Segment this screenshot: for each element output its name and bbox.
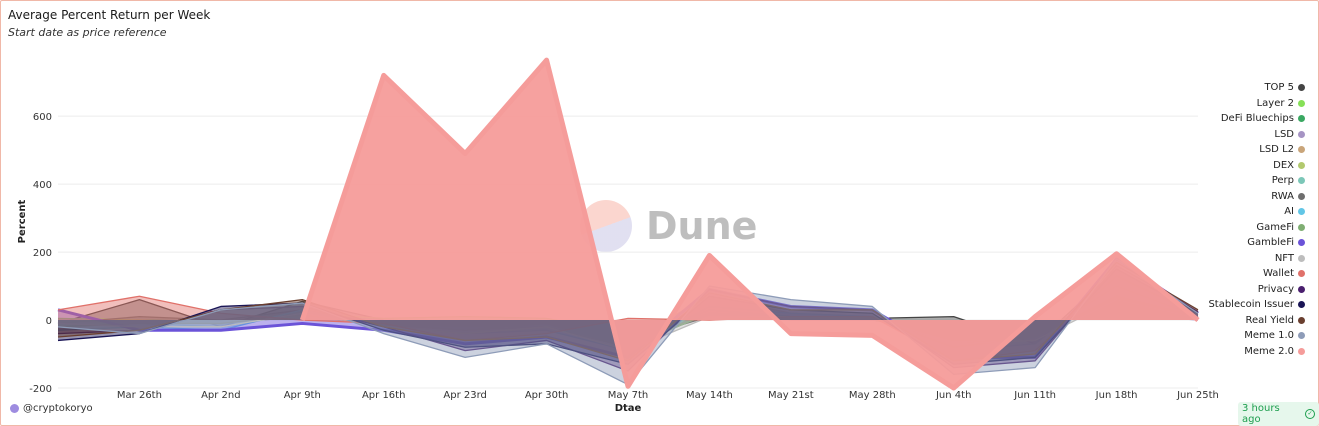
legend-item[interactable]: DEX [1195, 158, 1305, 174]
legend-label: RWA [1271, 190, 1294, 202]
x-tick-label: Jun 4th [935, 390, 971, 401]
legend-label: Layer 2 [1256, 97, 1294, 109]
legend-label: Stablecoin Issuer [1208, 299, 1294, 311]
legend-label: Perp [1271, 175, 1294, 187]
x-tick-label: Jun 25th [1176, 390, 1219, 401]
author-credit[interactable]: @cryptokoryo [10, 403, 93, 414]
legend-item[interactable]: Real Yield [1195, 313, 1305, 329]
legend-label: LSD [1274, 128, 1294, 140]
legend-dot-icon [1298, 208, 1305, 216]
legend-dot-icon [1298, 223, 1305, 231]
chart-title: Average Percent Return per Week [8, 8, 211, 22]
legend-dot-icon [1298, 177, 1305, 185]
x-tick-label: Mar 26th [117, 390, 162, 401]
legend-label: Real Yield [1245, 314, 1294, 326]
y-tick-label: 0 [46, 316, 52, 327]
legend-dot-icon [1298, 130, 1305, 138]
x-tick-label: Jun 18th [1095, 390, 1138, 401]
x-axis-label: Dtae [615, 403, 642, 414]
legend-label: TOP 5 [1264, 82, 1294, 94]
legend-item[interactable]: GameFi [1195, 220, 1305, 236]
avatar-icon [10, 404, 19, 413]
legend-item[interactable]: AI [1195, 204, 1305, 220]
legend-label: NFT [1274, 252, 1294, 264]
legend-dot-icon [1298, 254, 1305, 262]
chart-subtitle: Start date as price reference [8, 26, 167, 39]
legend-label: DEX [1273, 159, 1294, 171]
legend-item[interactable]: Stablecoin Issuer [1195, 297, 1305, 313]
legend-dot-icon [1298, 270, 1305, 278]
legend-item[interactable]: Layer 2 [1195, 96, 1305, 112]
legend-item[interactable]: NFT [1195, 251, 1305, 267]
legend-item[interactable]: Wallet [1195, 266, 1305, 282]
author-handle: @cryptokoryo [23, 403, 93, 414]
legend-dot-icon [1298, 84, 1305, 92]
legend-label: GambleFi [1247, 237, 1294, 249]
updated-badge: 3 hours ago ✓ [1238, 402, 1319, 426]
legend-dot-icon [1298, 192, 1305, 200]
y-tick-label: -200 [29, 384, 52, 395]
legend-dot-icon [1298, 316, 1305, 324]
x-tick-label: Apr 23rd [443, 390, 487, 401]
legend-dot-icon [1298, 285, 1305, 293]
y-tick-label: 600 [33, 112, 52, 123]
legend-dot-icon [1298, 99, 1305, 107]
y-tick-label: 200 [33, 248, 52, 259]
legend: TOP 5 Layer 2 DeFi Bluechips LSD LSD L2 DEX Pe… [1195, 80, 1305, 359]
x-tick-label: May 21st [768, 390, 814, 401]
legend-item[interactable]: TOP 5 [1195, 80, 1305, 96]
x-tick-label: Apr 30th [525, 390, 568, 401]
x-tick-label: Apr 2nd [201, 390, 241, 401]
legend-item[interactable]: GambleFi [1195, 235, 1305, 251]
legend-item[interactable]: Privacy [1195, 282, 1305, 298]
series-area [302, 60, 1198, 389]
x-tick-label: May 7th [608, 390, 648, 401]
series-line [57, 275, 1199, 362]
check-icon: ✓ [1305, 409, 1315, 419]
legend-item[interactable]: Perp [1195, 173, 1305, 189]
legend-dot-icon [1298, 161, 1305, 169]
legend-dot-icon [1298, 332, 1305, 340]
legend-label: DeFi Bluechips [1220, 113, 1294, 125]
legend-label: Meme 2.0 [1244, 345, 1294, 357]
x-tick-label: May 14th [686, 390, 733, 401]
legend-item[interactable]: RWA [1195, 189, 1305, 205]
legend-item[interactable]: LSD [1195, 127, 1305, 143]
legend-label: Meme 1.0 [1244, 330, 1294, 342]
legend-item[interactable]: Meme 1.0 [1195, 328, 1305, 344]
legend-item[interactable]: Meme 2.0 [1195, 344, 1305, 360]
y-axis-label: Percent [17, 199, 28, 243]
x-tick-label: Jun 11th [1013, 390, 1056, 401]
x-tick-label: May 28th [849, 390, 896, 401]
legend-dot-icon [1298, 239, 1305, 247]
legend-dot-icon [1298, 347, 1305, 355]
series-line [299, 57, 1200, 391]
legend-dot-icon [1298, 115, 1305, 123]
y-tick-label: 400 [33, 180, 52, 191]
legend-dot-icon [1298, 301, 1305, 309]
legend-item[interactable]: LSD L2 [1195, 142, 1305, 158]
legend-label: AI [1284, 206, 1294, 218]
legend-label: LSD L2 [1259, 144, 1294, 156]
x-tick-label: Apr 16th [362, 390, 405, 401]
legend-dot-icon [1298, 146, 1305, 154]
legend-item[interactable]: DeFi Bluechips [1195, 111, 1305, 127]
legend-label: Privacy [1257, 283, 1294, 295]
updated-text: 3 hours ago [1242, 403, 1280, 425]
legend-label: Wallet [1262, 268, 1294, 280]
watermark-text: Dune [646, 204, 758, 248]
x-tick-label: Apr 9th [284, 390, 321, 401]
legend-label: GameFi [1256, 221, 1294, 233]
